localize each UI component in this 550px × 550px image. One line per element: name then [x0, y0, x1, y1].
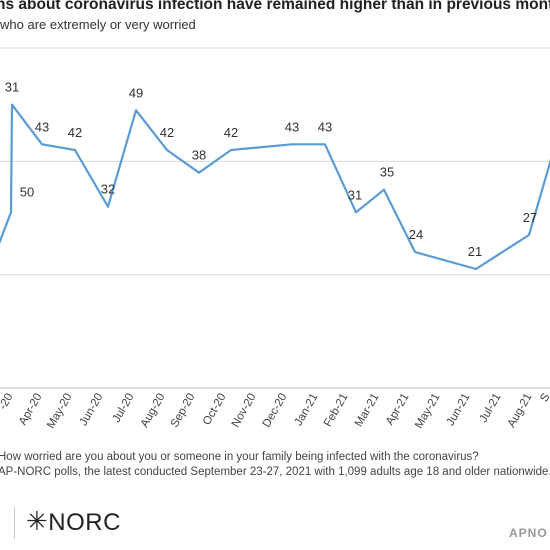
norc-logo: ✳NORC [26, 506, 121, 537]
data-label: 49 [129, 85, 143, 100]
data-label: 35 [380, 165, 394, 180]
x-axis-ticks: -20 Apr-20 May-20 Jun-20 Jul-20 Aug-20 Sep-20 O… [0, 391, 550, 431]
asterisk-icon: ✳ [26, 506, 49, 536]
chart-title: ns about coronavirus infection have rema… [0, 0, 550, 13]
x-tick-label: -20 [0, 392, 16, 412]
data-label: 43 [318, 119, 332, 134]
x-tick-label: Apr-21 [384, 392, 412, 428]
chart-subtitle: who are extremely or very worried [0, 17, 196, 32]
data-label: 42 [160, 125, 174, 140]
logo-text: NORC [48, 509, 121, 536]
data-label: 38 [192, 148, 206, 163]
data-label: 24 [409, 227, 423, 242]
x-tick-label: Oct-20 [201, 392, 229, 428]
data-label: 50 [20, 184, 34, 199]
x-tick-label: Jul-21 [478, 392, 504, 425]
data-label: 31 [348, 187, 362, 202]
data-label: 42 [68, 125, 82, 140]
data-labels: 50 31 43 42 32 49 42 38 42 43 43 31 35 24 21 27 [5, 80, 537, 259]
data-label: 43 [35, 119, 49, 134]
x-tick-label: Jul-20 [111, 392, 137, 425]
x-tick-label: S [538, 391, 550, 404]
x-tick-label: Sep-20 [169, 392, 198, 430]
data-label: 42 [224, 125, 238, 140]
data-label: 32 [101, 182, 115, 197]
apnorc-brand: APNO [509, 526, 548, 540]
x-tick-label: Jun-21 [445, 392, 473, 428]
x-tick-label: Jun-20 [78, 392, 106, 428]
data-label: 31 [5, 80, 19, 95]
x-tick-label: May-21 [413, 392, 443, 431]
x-tick-label: Jan-21 [293, 392, 321, 428]
x-tick-label: May-20 [45, 392, 75, 431]
x-tick-label: Mar-21 [353, 392, 382, 430]
x-tick-label: Nov-20 [230, 392, 259, 430]
x-tick-label: Dec-20 [261, 392, 290, 430]
x-tick-label: Apr-20 [17, 392, 45, 428]
series-line-layer [0, 103, 550, 271]
gridlines [0, 47, 550, 389]
x-tick-label: Aug-20 [139, 392, 168, 430]
logo-divider [14, 507, 15, 539]
data-label: 43 [285, 119, 299, 134]
x-tick-label: Feb-21 [322, 392, 351, 430]
source-note: AP-NORC polls, the latest conducted Sept… [0, 466, 550, 478]
data-label: 21 [468, 244, 482, 259]
question-note: How worried are you about you or someone… [0, 451, 479, 463]
data-label: 27 [523, 210, 537, 225]
x-tick-label: Aug-21 [506, 392, 535, 430]
series-line [0, 103, 550, 271]
